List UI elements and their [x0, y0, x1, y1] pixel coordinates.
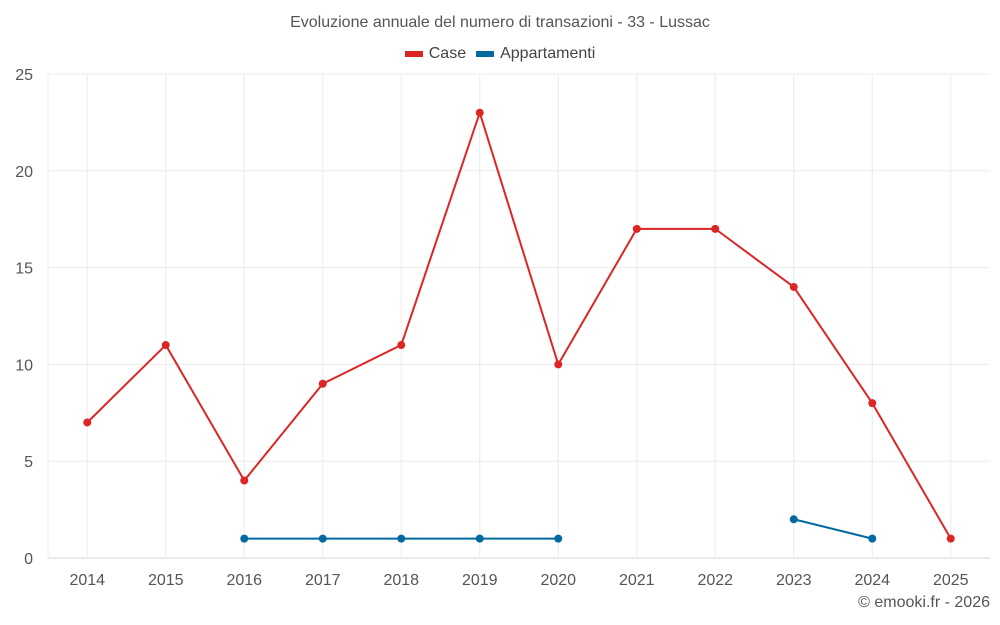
legend-item-appartamenti[interactable]: Appartamenti: [476, 45, 595, 63]
data-point-appartamenti: [789, 515, 798, 524]
legend-label-appartamenti: Appartamenti: [500, 45, 596, 62]
legend-swatch-appartamenti: [476, 51, 495, 57]
data-point-appartamenti: [397, 534, 406, 543]
x-tick-label: 2025: [933, 572, 969, 589]
y-tick-label: 25: [15, 67, 33, 84]
x-tick-label: 2018: [383, 572, 419, 589]
copyright-credit: © emooki.fr - 2026: [858, 594, 990, 611]
data-point-case: [554, 360, 563, 369]
x-tick-label: 2014: [69, 572, 105, 589]
y-tick-label: 0: [24, 551, 33, 568]
legend-item-case[interactable]: Case: [404, 45, 467, 63]
x-tick-label: 2022: [697, 572, 733, 589]
data-point-case: [240, 476, 249, 485]
series-line-appartamenti: [793, 518, 873, 540]
y-tick-label: 20: [15, 164, 33, 181]
x-tick-label: 2019: [462, 572, 498, 589]
y-tick-label: 15: [15, 261, 33, 278]
x-tick-label: 2024: [854, 572, 890, 589]
data-point-case: [161, 341, 170, 350]
x-tick-label: 2023: [776, 572, 812, 589]
x-tick-label: 2016: [226, 572, 262, 589]
data-point-case: [475, 108, 484, 117]
x-tick-label: 2020: [540, 572, 576, 589]
series-line-case: [86, 111, 952, 540]
data-point-case: [397, 341, 406, 350]
x-tick-label: 2017: [305, 572, 341, 589]
data-point-case: [789, 282, 798, 291]
data-point-appartamenti: [475, 534, 484, 543]
y-tick-label: 5: [24, 454, 33, 471]
data-point-appartamenti: [868, 534, 877, 543]
data-point-case: [868, 399, 877, 408]
x-tick-label: 2021: [619, 572, 655, 589]
data-point-case: [83, 418, 92, 427]
legend-swatch-case: [404, 51, 423, 57]
data-point-case: [711, 224, 720, 233]
data-point-appartamenti: [240, 534, 249, 543]
y-tick-label: 10: [15, 357, 33, 374]
data-point-case: [318, 379, 327, 388]
chart-title: Evoluzione annuale del numero di transaz…: [290, 14, 710, 31]
data-point-appartamenti: [554, 534, 563, 543]
data-point-appartamenti: [318, 534, 327, 543]
data-point-case: [632, 224, 641, 233]
x-tick-label: 2015: [148, 572, 184, 589]
legend: Case Appartamenti: [0, 45, 1000, 63]
legend-label-case: Case: [428, 45, 467, 62]
data-point-case: [946, 534, 955, 543]
